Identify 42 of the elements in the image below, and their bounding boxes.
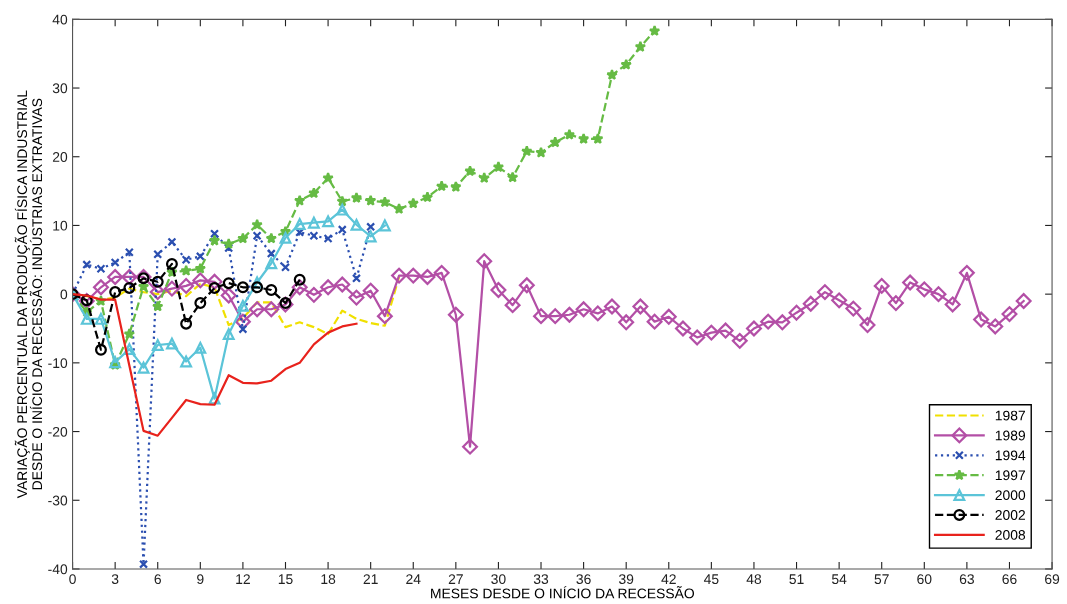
x-tick-label: 36 — [576, 574, 591, 585]
x-tick-label: 21 — [363, 574, 378, 584]
x-tick-label: 30 — [491, 574, 506, 585]
x-tick-label: 51 — [789, 574, 804, 585]
x-tick-label: 60 — [917, 574, 932, 585]
legend-label: 2000 — [995, 490, 1026, 501]
x-tick-label: 54 — [831, 574, 847, 585]
y-tick-label: -10 — [48, 358, 68, 369]
legend-label: 1989 — [995, 430, 1026, 441]
x-tick-label: 18 — [321, 574, 336, 585]
x-tick-label: 33 — [533, 574, 549, 585]
x-tick-label: 9 — [197, 574, 204, 585]
x-axis-title: MESES DESDE O INÍCIO DA RECESSÃO — [431, 586, 694, 599]
x-tick-label: 6 — [154, 574, 161, 585]
y-tick-label: 30 — [52, 83, 68, 94]
y-tick-label: -30 — [48, 495, 68, 506]
x-tick-label: 15 — [278, 574, 293, 585]
x-tick-label: 0 — [69, 574, 76, 585]
y-axis-title: VARIAÇÃO PERCENTUAL DA PRODUÇÃO FÍSICA INDUSTRIAL DESDE O INÍCIO DA RECESSÃO: INDÚSTRIAS EXTRATIVAS — [14, 90, 43, 499]
y-tick-label: 40 — [52, 14, 68, 25]
x-tick-label: 66 — [1002, 574, 1017, 585]
y-tick-label: 0 — [60, 289, 68, 300]
legend-label: 1987 — [995, 410, 1025, 421]
y-tick-label: -20 — [48, 426, 68, 437]
x-tick-label: 69 — [1045, 574, 1060, 585]
y-tick-label: 10 — [53, 220, 68, 231]
legend-label: 1997 — [995, 470, 1025, 481]
legend-label: 2002 — [995, 510, 1025, 520]
x-tick-label: 24 — [406, 574, 421, 584]
legend-label: 1994 — [995, 450, 1026, 461]
x-tick-label: 3 — [111, 574, 119, 585]
x-tick-label: 12 — [236, 574, 250, 584]
x-tick-label: 27 — [448, 574, 463, 584]
x-tick-label: 63 — [959, 574, 974, 585]
y-tick-label: -40 — [48, 564, 68, 575]
x-tick-label: 42 — [661, 574, 676, 584]
legend-label: 2008 — [995, 530, 1026, 540]
x-tick-label: 39 — [619, 574, 634, 585]
x-tick-label: 45 — [703, 574, 719, 585]
x-tick-label: 48 — [746, 574, 762, 585]
x-tick-label: 57 — [874, 574, 889, 585]
y-tick-label: 20 — [52, 152, 68, 162]
